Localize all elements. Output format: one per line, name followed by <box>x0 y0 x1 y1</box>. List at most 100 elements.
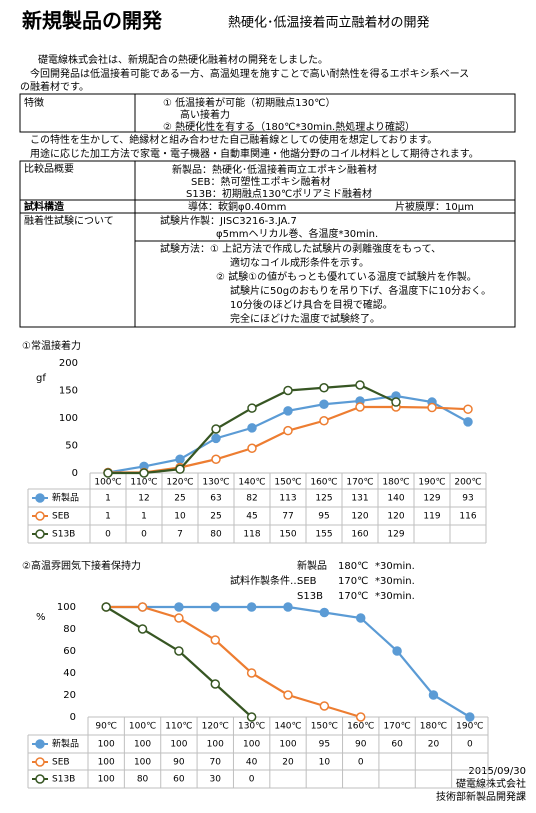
data-point <box>355 613 366 623</box>
table-value: 95 <box>319 740 330 750</box>
y-tick-label: 150 <box>59 386 78 397</box>
table-value: 0 <box>105 530 111 540</box>
cell-text: 適切なコイル成形条件を示す。 <box>230 256 369 269</box>
data-point <box>283 406 293 416</box>
x-tick-label: 200℃ <box>454 478 481 488</box>
data-point <box>247 443 257 453</box>
x-tick-label: 140℃ <box>238 478 265 488</box>
data-point <box>211 424 221 434</box>
table-value: 82 <box>246 494 257 504</box>
condition: 170℃ <box>338 591 368 602</box>
table-value: 77 <box>282 512 293 522</box>
legend-label: S13B <box>52 530 75 540</box>
table-frame <box>19 93 516 133</box>
table-value: 100 <box>170 740 187 750</box>
table-value: 129 <box>423 494 440 504</box>
data-point <box>391 397 401 407</box>
y-axis-label: gf <box>36 373 46 384</box>
intro: 礎電線株式会社は、新規配合の熱硬化融着材の開発をしました。 <box>38 53 328 66</box>
table-value: 60 <box>391 740 403 750</box>
cell-label: 比較品概要 <box>24 162 74 175</box>
table-value: 95 <box>318 512 329 522</box>
table-frame <box>19 160 516 328</box>
y-tick-label: 50 <box>65 441 78 452</box>
table-value: 100 <box>279 740 296 750</box>
legend-marker <box>35 774 45 784</box>
data-point <box>319 416 329 426</box>
table-value: 93 <box>462 494 473 504</box>
x-tick-label: 180℃ <box>420 722 447 732</box>
table-value: 100 <box>98 740 115 750</box>
data-point <box>319 607 330 618</box>
data-point <box>137 602 148 612</box>
table-value: 131 <box>351 494 368 504</box>
y-tick-label: 40 <box>63 668 76 679</box>
cell-label: 特徴 <box>24 96 44 109</box>
data-point <box>355 402 365 412</box>
data-point <box>427 402 437 413</box>
y-tick-label: 200 <box>59 358 78 369</box>
table-value: 100 <box>243 740 260 750</box>
usage: この特性を生かして、絶縁材と組み合わせた自己融着線としての使用を想定しております… <box>30 133 437 146</box>
data-point <box>174 646 184 656</box>
legend-marker <box>35 757 45 767</box>
condition: 170℃ <box>338 576 368 587</box>
table-value: 25 <box>174 494 185 504</box>
data-point <box>174 613 184 623</box>
data-point <box>465 712 475 722</box>
cell-label: 試料構造 <box>24 200 65 213</box>
condition: S13B <box>297 591 323 602</box>
table-value: 0 <box>141 530 147 540</box>
cell-text: 試験方法：① 上記方法で作成した試験片の剥離強度をもって、 <box>160 242 441 255</box>
data-point <box>101 602 111 612</box>
x-tick-label: 160℃ <box>347 722 374 732</box>
x-tick-label: 130℃ <box>202 478 229 488</box>
table-value: 0 <box>358 758 364 768</box>
x-tick-label: 170℃ <box>383 722 410 732</box>
condition-label: 試料作製条件… <box>230 574 300 587</box>
data-point <box>139 468 149 478</box>
data-point <box>210 602 221 612</box>
cell-text: 完全にほどけた温度で試験終了。 <box>230 312 380 325</box>
data-point <box>174 602 184 612</box>
table-value: 155 <box>315 530 332 540</box>
data-point <box>355 380 365 390</box>
cell-text: 試験片に50gのおもりを吊り下げ、各温度下に10分おく。 <box>230 284 491 297</box>
x-tick-label: 120℃ <box>166 478 193 488</box>
x-tick-label: 130℃ <box>238 722 265 732</box>
data-point <box>246 668 257 678</box>
y-tick-label: 80 <box>63 624 76 635</box>
data-point <box>319 383 329 393</box>
table-value: 120 <box>351 512 368 522</box>
data-point <box>211 454 221 464</box>
table-value: 118 <box>243 530 260 540</box>
table-value: 20 <box>428 740 440 750</box>
footer-company: 礎電線株式会社 <box>456 777 526 790</box>
table-value: 25 <box>210 512 221 522</box>
x-tick-label: 160℃ <box>310 478 337 488</box>
series-line <box>105 606 253 718</box>
x-tick-label: 110℃ <box>165 722 192 732</box>
cell-text: 導体：軟銅φ0.40mm <box>188 200 286 213</box>
x-tick-label: 110℃ <box>130 478 157 488</box>
y-tick-label: 100 <box>59 413 78 424</box>
data-point <box>246 712 257 722</box>
x-tick-label: 120℃ <box>202 722 229 732</box>
legend-label: S13B <box>52 775 75 785</box>
cell-text: 新製品：熱硬化･低温接着両立エポキシ融着材 <box>172 163 377 176</box>
chart-title: ①常温接着力 <box>22 339 81 352</box>
table-value: 100 <box>207 740 224 750</box>
table-value: 80 <box>137 775 149 785</box>
cell-text: ① 低温接着が可能（初期融点130℃） <box>163 96 335 109</box>
legend-label: 新製品 <box>52 492 79 504</box>
data-point <box>428 690 439 700</box>
cell-text: 10分後のほどけ具合を目視で確認。 <box>230 298 393 311</box>
table-value: 0 <box>467 740 473 750</box>
table-value: 20 <box>282 758 294 768</box>
intro: の融着材です。 <box>20 80 89 93</box>
x-tick-label: 180℃ <box>382 478 409 488</box>
table-value: 100 <box>98 758 115 768</box>
y-tick-label: 60 <box>63 646 76 657</box>
table-value: 12 <box>138 494 149 504</box>
table-value: 116 <box>459 512 476 522</box>
